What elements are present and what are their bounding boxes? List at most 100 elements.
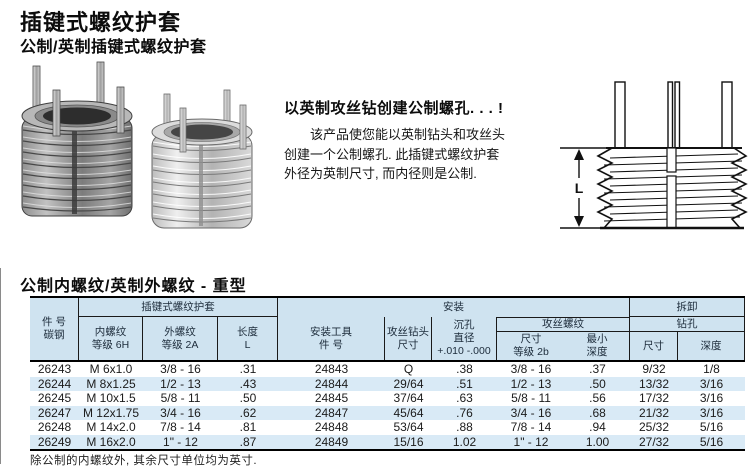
table-row: 26249 M 16x2.0 1" - 12 .87 24849 15/16 1.02 1" … — [30, 434, 745, 449]
table-cell: 7/8 - 14 — [160, 420, 201, 435]
table-cell: 5/16 — [699, 420, 724, 435]
col-header-part-no: 件 号 碳钢 — [30, 298, 79, 360]
table-cell: .50 — [589, 376, 606, 391]
table-cell: M 6x1.0 — [89, 362, 133, 377]
table-cell: 24847 — [314, 405, 349, 420]
table-cell: .56 — [589, 391, 606, 406]
col-header-drill-depth: 深度 — [678, 332, 745, 360]
table-cell: .94 — [589, 420, 606, 435]
table-cell: 21/32 — [638, 405, 670, 420]
table-cell: 3/4 - 16 — [510, 405, 552, 420]
insert-dimension-drawing: L — [560, 81, 748, 230]
col-header-tap-drill: 攻丝钻头 尺寸 — [385, 317, 432, 360]
table-cell: 13/32 — [638, 376, 670, 391]
table-cell: 37/64 — [393, 391, 424, 406]
table-row: 26248 M 14x2.0 7/8 - 14 .81 24848 53/64 .88 7/8… — [30, 420, 745, 435]
table-cell: .31 — [239, 362, 257, 377]
intro-paragraph: 该产品使您能以英制钻头和攻丝头 创建一个公制螺孔. 此插键式螺纹护套 外径为英制… — [284, 127, 506, 181]
group-header-insert: 插键式螺纹护套 — [79, 298, 278, 317]
scan-edge — [0, 268, 1, 464]
table-cell: .62 — [239, 405, 257, 420]
table-cell: 25/32 — [638, 420, 670, 435]
table-cell: .68 — [589, 405, 606, 420]
table-cell: 24849 — [314, 434, 349, 449]
page-title: 插键式螺纹护套 — [20, 10, 182, 35]
table-cell: 15/16 — [393, 434, 424, 449]
table-cell: .63 — [456, 391, 473, 406]
table-cell: .50 — [239, 391, 257, 406]
group-header-install: 安装 — [278, 298, 630, 317]
table-cell: .37 — [589, 362, 606, 377]
table-cell: M 16x2.0 — [86, 434, 136, 449]
table-cell: .51 — [456, 376, 473, 391]
table-cell: 3/16 — [699, 405, 724, 420]
table-cell: 3/4 - 16 — [160, 405, 201, 420]
table-cell: .38 — [456, 362, 473, 377]
table-cell: 9/32 — [642, 362, 666, 377]
table-cell: 3/8 - 16 — [160, 362, 201, 377]
table-cell: 26247 — [37, 405, 72, 420]
table-cell: 29/64 — [393, 376, 424, 391]
col-header-internal-thread: 内螺纹 等级 6H — [79, 317, 143, 360]
table-cell: 24845 — [314, 391, 349, 406]
col-header-tap-size: 尺寸 等级 2b — [513, 333, 549, 358]
table-cell: 26245 — [37, 391, 72, 406]
table-cell: M 14x2.0 — [86, 420, 136, 435]
table-cell: .43 — [239, 376, 257, 391]
table-cell: 1/2 - 13 — [160, 376, 201, 391]
table-cell: 1.00 — [585, 434, 610, 449]
group-header-drill: 钻孔 — [630, 317, 745, 332]
table-row: 26244 M 8x1.25 1/2 - 13 .43 24844 29/64 .51 1/2… — [30, 376, 745, 391]
table-cell: 1" - 12 — [513, 434, 549, 449]
table-cell: 3/16 — [699, 376, 724, 391]
table-cell: 26249 — [37, 434, 72, 449]
table-body: 26243 M 6x1.0 3/8 - 16 .31 24843 Q .38 3/8 - 16… — [30, 362, 745, 451]
table-cell: .88 — [456, 420, 473, 435]
table-header: 件 号 碳钢 插键式螺纹护套 安装 拆卸 内螺纹 等级 6H 外螺纹 等级 2A… — [30, 296, 745, 362]
table-cell: 27/32 — [638, 434, 670, 449]
col-header-external-thread: 外螺纹 等级 2A — [143, 317, 218, 360]
table-cell: 3/8 - 16 — [510, 362, 552, 377]
table-cell: 1/2 - 13 — [510, 376, 552, 391]
insert-photo-dark — [21, 61, 133, 217]
table-cell: .81 — [239, 420, 257, 435]
table-cell: Q — [403, 362, 414, 377]
table-cell: 53/64 — [393, 420, 424, 435]
table-cell: 7/8 - 14 — [510, 420, 552, 435]
page-subtitle: 公制/英制插键式螺纹护套 — [20, 39, 207, 56]
table-cell: 26243 — [37, 362, 72, 377]
table-row: 26245 M 10x1.5 5/8 - 11 .50 24845 37/64 .63 5/8… — [30, 391, 745, 406]
table-cell: 17/32 — [638, 391, 670, 406]
dimension-label-L: L — [575, 180, 584, 196]
table-cell: 5/8 - 11 — [160, 391, 201, 406]
table-cell: 45/64 — [393, 405, 424, 420]
table-row: 26243 M 6x1.0 3/8 - 16 .31 24843 Q .38 3/8 - 16… — [30, 362, 745, 377]
group-header-tapped-thread: 攻丝螺纹 — [497, 317, 630, 332]
insert-photo-light — [151, 89, 253, 229]
table-cell: 5/8 - 11 — [511, 391, 551, 406]
table-cell: M 10x1.5 — [86, 391, 136, 406]
table-cell: 1.02 — [452, 434, 477, 449]
col-header-min-depth: 最小 深度 — [565, 332, 630, 360]
col-header-length: 长度 L — [218, 317, 278, 360]
spec-table: 件 号 碳钢 插键式螺纹护套 安装 拆卸 内螺纹 等级 6H 外螺纹 等级 2A… — [30, 296, 745, 451]
group-header-removal: 拆卸 — [630, 298, 745, 317]
table-cell: M 12x1.75 — [82, 405, 140, 420]
table-cell: 26248 — [37, 420, 72, 435]
table-cell: 24848 — [314, 420, 349, 435]
intro-heading: 以英制攻丝钻创建公制螺孔. . . ! — [284, 100, 504, 117]
col-header-install-tool: 安装工具 件 号 — [278, 317, 385, 360]
section-heading: 公制内螺纹/英制外螺纹 - 重型 — [20, 278, 247, 295]
table-cell: 26244 — [37, 376, 72, 391]
table-cell: 24843 — [314, 362, 349, 377]
table-cell: .87 — [239, 434, 257, 449]
table-cell: M 8x1.25 — [86, 376, 136, 391]
footnote: 除公制的内螺纹外, 其余尺寸单位均为英寸. — [30, 455, 258, 467]
table-cell: 5/16 — [699, 434, 724, 449]
table-cell: .76 — [456, 405, 473, 420]
intro-block: 以英制攻丝钻创建公制螺孔. . . ! 该产品使您能以英制钻头和攻丝头 创建一个… — [284, 97, 562, 184]
table-row: 26247 M 12x1.75 3/4 - 16 .62 24847 45/64 .76 3/… — [30, 405, 745, 420]
table-cell: 1/8 — [703, 362, 720, 377]
col-header-counterbore: 沉孔 直径 +.010 -.000 — [432, 317, 497, 360]
